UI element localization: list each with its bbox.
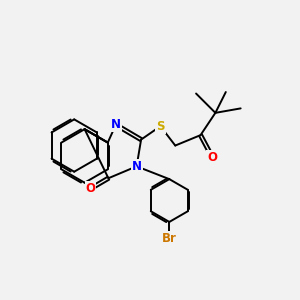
- Text: O: O: [85, 182, 96, 195]
- Text: Br: Br: [162, 232, 177, 245]
- Text: O: O: [207, 151, 218, 164]
- Text: N: N: [132, 160, 142, 173]
- Text: S: S: [156, 120, 165, 133]
- Text: N: N: [111, 118, 121, 131]
